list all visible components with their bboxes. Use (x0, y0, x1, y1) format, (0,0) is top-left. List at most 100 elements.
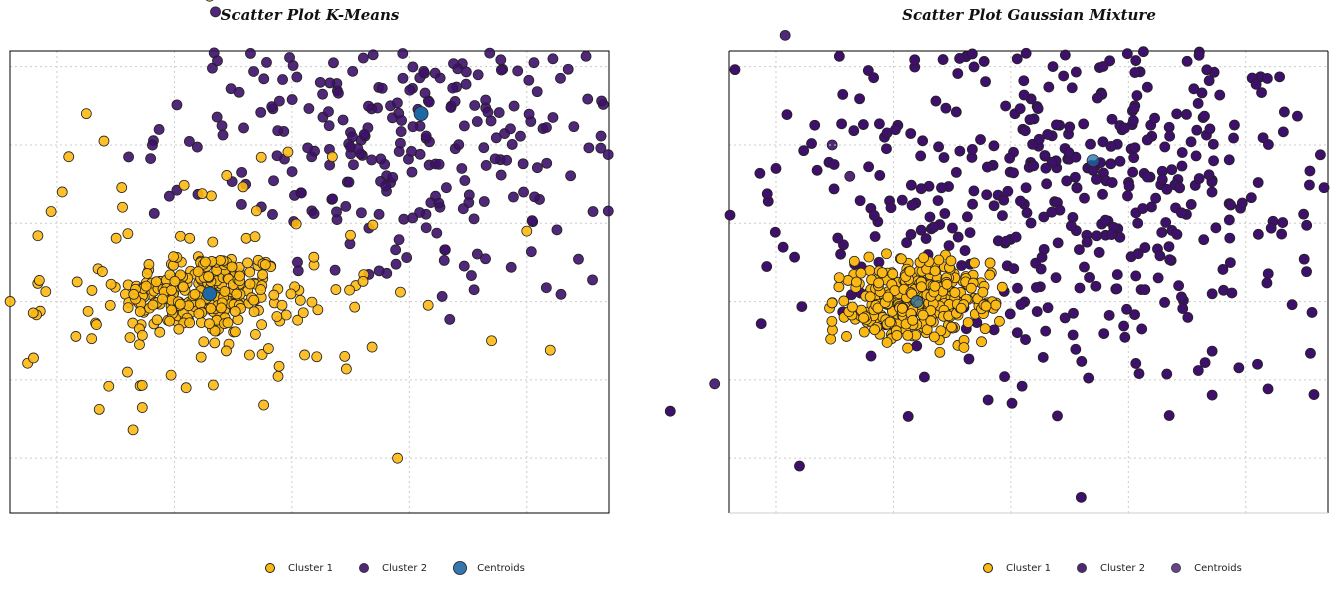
point-cluster-2 (448, 58, 459, 70)
point-cluster-1 (221, 345, 232, 357)
point-cluster-2 (517, 158, 529, 170)
point-cluster-2 (1097, 61, 1109, 72)
point-cluster-2 (480, 160, 492, 171)
point-cluster-2 (1277, 126, 1289, 138)
point-cluster-1 (271, 311, 283, 322)
point-cluster-2 (924, 211, 936, 223)
point-cluster-1 (249, 231, 261, 243)
point-cluster-2 (885, 202, 897, 214)
point-cluster-1 (306, 296, 318, 308)
point-cluster-1 (164, 315, 175, 327)
point-cluster-1 (544, 344, 556, 356)
point-cluster-2 (1207, 138, 1219, 150)
point-cluster-2 (147, 139, 158, 151)
point-cluster-2 (397, 72, 409, 84)
point-cluster-2 (1298, 253, 1310, 265)
point-cluster-2 (1071, 182, 1083, 194)
point-cluster-2 (1020, 334, 1031, 345)
legend-swatch-cluster-1 (265, 563, 275, 573)
point-cluster-2 (1146, 201, 1157, 213)
point-cluster-2 (1214, 89, 1226, 101)
point-cluster-2 (1042, 129, 1054, 140)
point-cluster-2 (1015, 195, 1026, 207)
point-cluster-2 (489, 153, 501, 165)
point-cluster-2 (1176, 160, 1188, 172)
point-cluster-1 (955, 302, 967, 314)
point-cluster-2 (844, 170, 856, 182)
point-cluster-2 (328, 57, 339, 69)
point-cluster-2 (366, 154, 378, 166)
point-cluster-2 (233, 86, 245, 98)
point-cluster-2 (1008, 263, 1020, 275)
point-cluster-2 (515, 130, 526, 142)
point-cluster-2 (1084, 272, 1095, 283)
point-cluster-1 (367, 219, 379, 231)
point-cluster-2 (1052, 237, 1064, 249)
point-cluster-2 (355, 207, 367, 219)
point-cluster-2 (1314, 149, 1326, 161)
point-cluster-2 (940, 102, 952, 114)
point-cluster-2 (1217, 264, 1229, 275)
point-cluster-1 (256, 319, 267, 330)
point-cluster-1 (205, 303, 217, 314)
point-cluster-2 (828, 159, 840, 170)
point-cluster-2 (868, 72, 880, 84)
point-cluster-2 (358, 129, 370, 140)
point-cluster-2 (1032, 103, 1044, 114)
point-cluster-1 (248, 294, 260, 306)
point-cluster-2 (595, 142, 607, 154)
point-cluster-2 (347, 131, 358, 143)
point-cluster-1 (344, 284, 355, 296)
point-cluster-2 (1163, 121, 1175, 133)
point-cluster-1 (177, 281, 189, 293)
point-cluster-2 (1130, 358, 1142, 369)
point-cluster-2 (268, 175, 279, 187)
point-cluster-2 (531, 162, 543, 174)
point-cluster-2 (1121, 48, 1133, 60)
point-cluster-2 (1166, 164, 1178, 176)
point-cluster-2 (909, 54, 921, 66)
point-cluster-2 (1059, 312, 1071, 324)
point-cluster-2 (781, 109, 793, 120)
point-cluster-2 (482, 106, 494, 118)
point-cluster-2 (1028, 160, 1040, 172)
point-cluster-2 (1188, 83, 1200, 95)
point-cluster-2 (1064, 121, 1076, 133)
point-cluster-2 (1306, 307, 1318, 318)
point-cluster-2 (915, 150, 927, 162)
point-cluster-2 (1318, 182, 1330, 194)
point-cluster-2 (1061, 175, 1073, 187)
point-cluster-2 (874, 118, 885, 130)
point-cluster-2 (1132, 248, 1144, 260)
point-cluster-2 (1091, 173, 1102, 185)
point-cluster-1 (946, 321, 957, 333)
legend-swatch-centroids (1171, 563, 1182, 573)
point-cluster-1 (916, 281, 927, 293)
point-cluster-1 (848, 255, 860, 267)
point-cluster-1 (864, 291, 876, 303)
point-cluster-1 (873, 277, 885, 289)
point-cluster-1 (45, 206, 57, 217)
point-cluster-2 (396, 115, 407, 126)
point-cluster-2 (490, 132, 502, 144)
point-cluster-2 (1050, 272, 1062, 284)
point-cluster-1 (151, 314, 163, 326)
point-cluster-2 (153, 124, 165, 135)
point-cluster-1 (838, 295, 850, 307)
point-cluster-2 (324, 77, 336, 89)
plot-frame (9, 50, 610, 514)
point-cluster-1 (273, 360, 285, 372)
point-cluster-2 (145, 153, 157, 164)
point-cluster-2 (1133, 368, 1145, 380)
point-cluster-2 (331, 206, 342, 218)
point-cluster-2 (1149, 112, 1160, 124)
point-cluster-2 (1070, 66, 1082, 78)
point-cluster-1 (226, 261, 238, 273)
point-cluster-2 (952, 68, 964, 79)
point-cluster-2 (952, 231, 964, 243)
point-cluster-2 (1129, 309, 1140, 320)
point-cluster-2 (1000, 100, 1012, 112)
point-cluster-2 (471, 116, 483, 127)
point-cluster-2 (1039, 150, 1051, 161)
point-cluster-2 (755, 318, 767, 330)
